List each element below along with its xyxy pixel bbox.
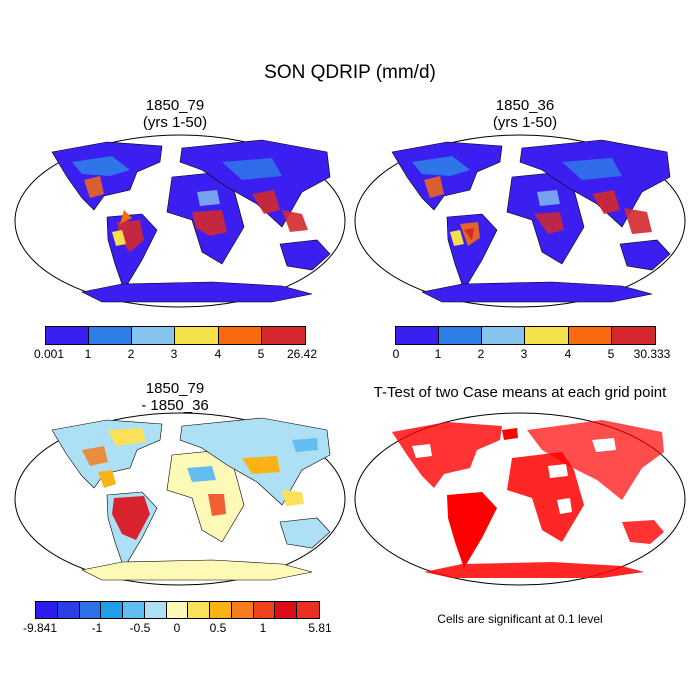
colorbar-3-swatch <box>275 602 298 618</box>
colorbar-2-swatch <box>396 327 440 344</box>
colorbar-3-swatch <box>123 602 145 618</box>
colorbar-3-swatch <box>231 602 254 618</box>
colorbar-3-label: 0 <box>173 621 181 635</box>
colorbar-1-label: 2 <box>127 347 135 361</box>
panel-3-title-line1: 1850_79 <box>145 380 205 397</box>
colorbar-1-swatch <box>46 327 90 344</box>
significance-note: Cells are significant at 0.1 level <box>437 612 603 626</box>
colorbar-2-label: 30.333 <box>633 347 671 361</box>
panel-1-title: 1850_79 (yrs 1-50) <box>75 97 275 131</box>
colorbar-3-swatch <box>166 602 189 618</box>
colorbar-1-swatch <box>261 327 305 344</box>
significance-cells <box>392 420 664 578</box>
colorbar-3-swatch <box>210 602 232 618</box>
colorbar-3-swatch <box>101 602 124 618</box>
colorbar-1-label: 26.42 <box>286 347 318 361</box>
map-panel-3 <box>14 412 346 586</box>
colorbar-3-swatch <box>297 602 319 618</box>
colorbar-1-swatch <box>175 327 219 344</box>
colorbar-3-label: 1 <box>259 621 267 635</box>
colorbar-2 <box>395 326 656 345</box>
colorbar-2-swatch <box>568 327 612 344</box>
main-title: SON QDRIP (mm/d) <box>264 62 436 83</box>
colorbar-2-swatch <box>482 327 526 344</box>
colorbar-3-label: -0.5 <box>129 621 151 635</box>
map-panel-4 <box>354 412 686 586</box>
panel-3-title-line2: - 1850_36 <box>141 397 209 414</box>
colorbar-2-swatch <box>611 327 655 344</box>
panel-1-title-line2: (yrs 1-50) <box>142 114 208 131</box>
map-panel-2 <box>354 134 686 308</box>
panel-3-title: 1850_79 - 1850_36 <box>75 380 275 414</box>
panel-2-title-line1: 1850_36 <box>495 97 555 114</box>
panel-4-title-line1: T-Test of two Case means at each grid po… <box>373 384 667 401</box>
colorbar-2-label: 5 <box>607 347 615 361</box>
colorbar-3-label: -9.841 <box>22 621 58 635</box>
colorbar-1-swatch <box>132 327 176 344</box>
colorbar-1-swatch <box>218 327 262 344</box>
colorbar-2-label: 2 <box>477 347 485 361</box>
colorbar-3-label: 5.81 <box>308 621 332 635</box>
colorbar-1-swatch <box>89 327 133 344</box>
colorbar-3-swatch <box>79 602 102 618</box>
colorbar-3-swatch <box>253 602 276 618</box>
colorbar-3-swatch <box>36 602 58 618</box>
colorbar-1-label: 4 <box>214 347 222 361</box>
colorbar-2-label: 3 <box>520 347 528 361</box>
land-panel-2 <box>391 139 671 303</box>
panel-1-title-line1: 1850_79 <box>145 97 205 114</box>
map-panel-1 <box>14 134 346 308</box>
colorbar-3-swatch <box>188 602 211 618</box>
colorbar-2-label: 4 <box>564 347 572 361</box>
colorbar-3 <box>35 601 320 619</box>
colorbar-3-label: -1 <box>91 621 103 635</box>
colorbar-3-label: 0.5 <box>209 621 227 635</box>
land-panel-1 <box>51 139 331 303</box>
colorbar-3-swatch <box>144 602 167 618</box>
colorbar-1-label: 1 <box>84 347 92 361</box>
panel-2-title-line2: (yrs 1-50) <box>492 114 558 131</box>
colorbar-1 <box>45 326 306 345</box>
colorbar-2-swatch <box>525 327 569 344</box>
colorbar-3-swatch <box>57 602 80 618</box>
colorbar-2-label: 1 <box>434 347 442 361</box>
colorbar-1-label: 5 <box>257 347 265 361</box>
panel-4-title: T-Test of two Case means at each grid po… <box>352 384 688 401</box>
panel-2-title: 1850_36 (yrs 1-50) <box>425 97 625 131</box>
colorbar-2-label: 0 <box>392 347 400 361</box>
colorbar-2-swatch <box>439 327 483 344</box>
land-panel-3 <box>51 417 331 581</box>
colorbar-1-label: 0.001 <box>33 347 65 361</box>
colorbar-1-label: 3 <box>170 347 178 361</box>
